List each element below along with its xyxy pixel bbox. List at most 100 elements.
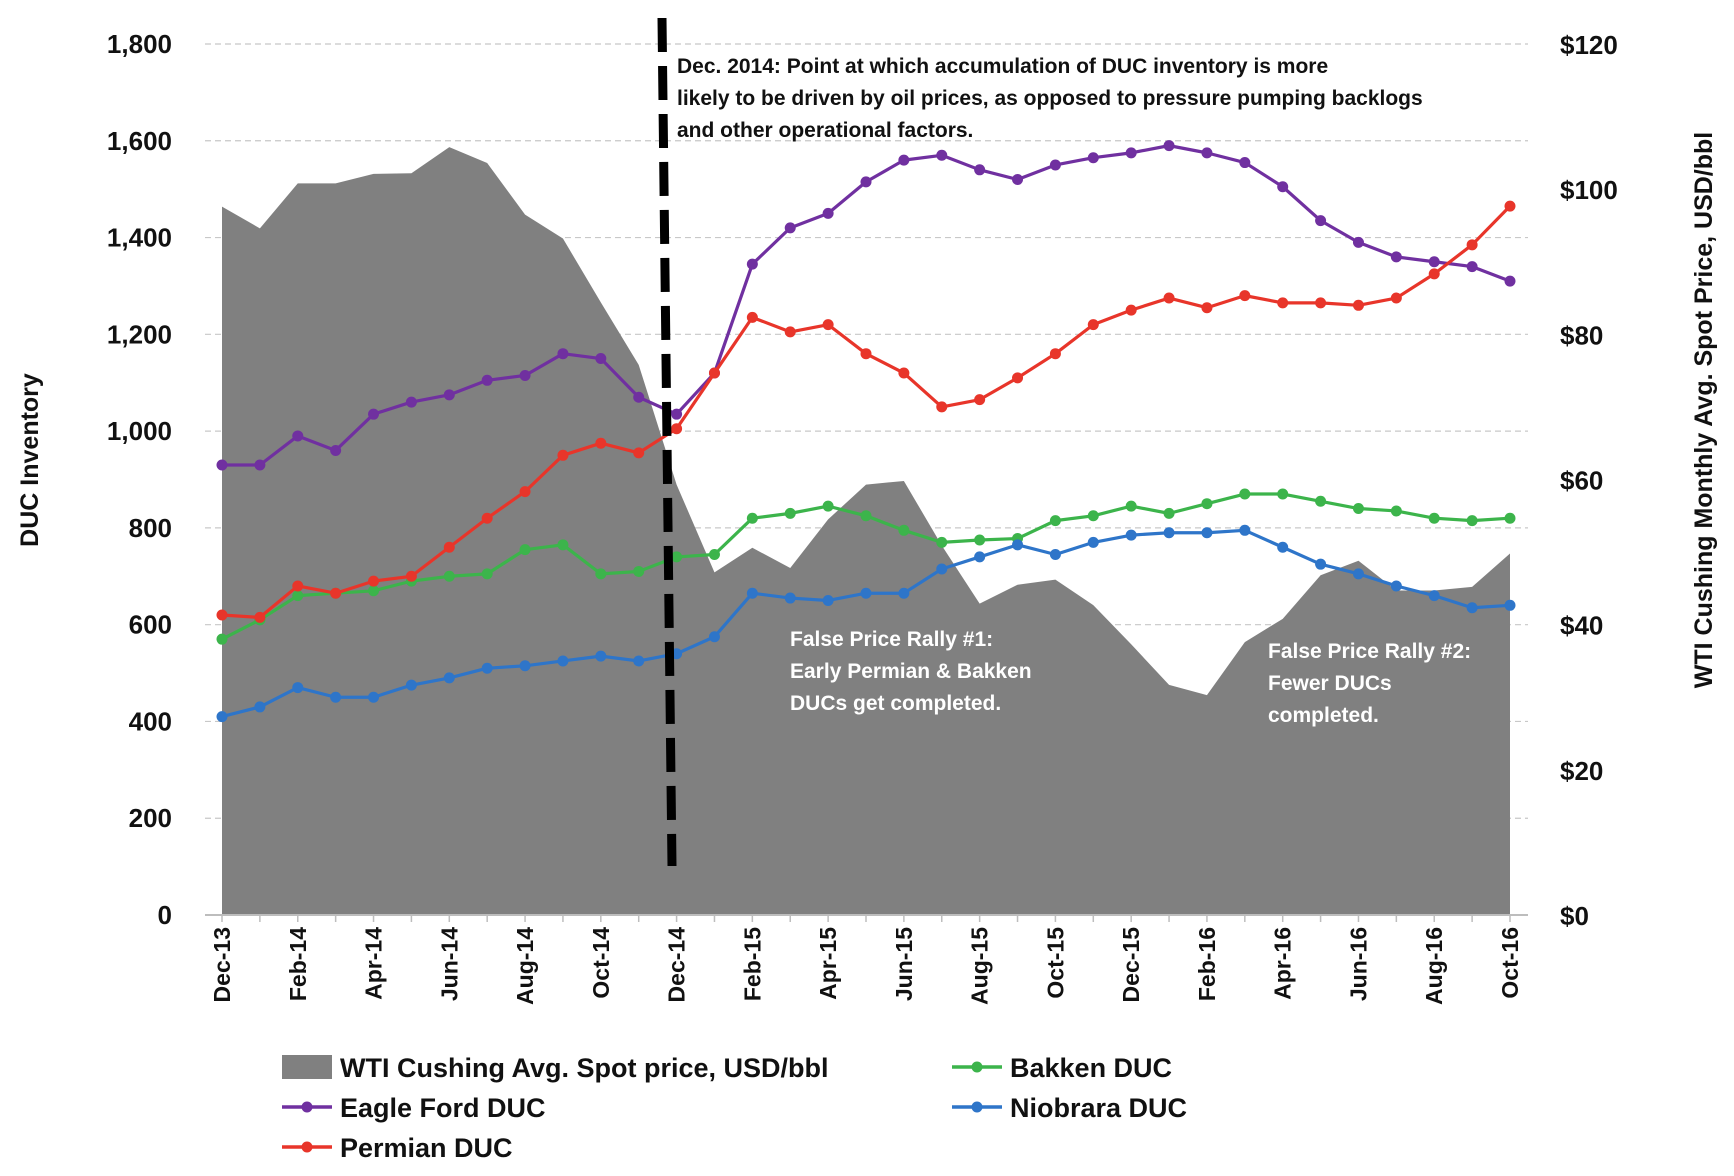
- bakken-duc-point: [1315, 495, 1327, 507]
- annotation-dec2014: Dec. 2014: Point at which accumulation o…: [677, 55, 1423, 142]
- bakken-duc-point: [1277, 488, 1289, 500]
- bakken-duc-point: [860, 510, 872, 522]
- niobrara-duc-point: [1012, 539, 1024, 551]
- niobrara-duc-point: [216, 711, 228, 723]
- bakken-duc-point: [1163, 507, 1175, 519]
- annotation-line: Fewer DUCs: [1268, 672, 1392, 695]
- axes: 0 200 400 600 800 1,000 1,200 1,400 1,600 1,800 $0…: [107, 29, 1618, 1005]
- permian-duc-point: [784, 326, 796, 338]
- niobrara-duc-point: [1163, 527, 1175, 539]
- x-tick-label: Jun-16: [1345, 927, 1371, 1001]
- eagle-ford-duc-point: [974, 164, 986, 176]
- x-tick-label: Aug-16: [1421, 927, 1447, 1005]
- eagle-ford-duc-point: [1277, 181, 1289, 193]
- permian-duc-point: [822, 319, 834, 331]
- bakken-duc-point: [1352, 503, 1364, 515]
- bakken-duc-point: [519, 544, 531, 556]
- niobrara-duc-point: [1504, 599, 1516, 611]
- eagle-ford-duc-point: [254, 459, 266, 471]
- niobrara-duc-point: [595, 650, 607, 662]
- permian-duc-point: [254, 611, 266, 623]
- niobrara-duc-point: [1239, 524, 1251, 536]
- permian-duc-point: [1201, 302, 1213, 314]
- bakken-duc-point: [1239, 488, 1251, 500]
- eagle-ford-duc-point: [671, 408, 683, 420]
- permian-duc-point: [481, 512, 493, 524]
- niobrara-duc-point: [746, 587, 758, 599]
- bakken-duc-point: [1201, 498, 1213, 510]
- permian-duc-point: [974, 394, 986, 406]
- eagle-ford-duc-point: [898, 154, 910, 166]
- permian-duc-point: [519, 486, 531, 498]
- annotation-line: completed.: [1268, 704, 1379, 727]
- legend-swatch: [282, 1055, 332, 1079]
- eagle-ford-duc-point: [860, 176, 872, 188]
- bakken-duc-point: [1125, 500, 1137, 512]
- permian-duc-point: [1277, 297, 1289, 309]
- legend-label: Eagle Ford DUC: [340, 1093, 546, 1123]
- bakken-duc-point: [557, 539, 569, 551]
- y-tick-label: 1,600: [107, 126, 172, 156]
- niobrara-duc-point: [784, 592, 796, 604]
- annotation-line: Early Permian & Bakken: [790, 660, 1032, 683]
- eagle-ford-duc-point: [481, 374, 493, 386]
- legend-item-bakken-duc: Bakken DUC: [952, 1053, 1172, 1083]
- bakken-duc-point: [595, 568, 607, 580]
- eagle-ford-duc-point: [1049, 159, 1061, 171]
- bakken-duc-point: [784, 507, 796, 519]
- annotations: Dec. 2014: Point at which accumulation o…: [657, 17, 1471, 867]
- eagle-ford-duc-point: [1390, 251, 1402, 263]
- annotation-line: Dec. 2014: Point at which accumulation o…: [677, 55, 1328, 78]
- x-tick-label: Jun-14: [436, 927, 462, 1001]
- permian-duc-point: [1012, 372, 1024, 384]
- y-axis-title: DUC Inventory: [16, 373, 44, 547]
- y2-tick-label: $60: [1560, 466, 1603, 496]
- legend-label: WTI Cushing Avg. Spot price, USD/bbl: [340, 1053, 829, 1083]
- permian-duc-point: [1239, 290, 1251, 302]
- legend: WTI Cushing Avg. Spot price, USD/bbl Bakk…: [282, 1053, 1187, 1163]
- bakken-duc-point: [1049, 515, 1061, 527]
- permian-duc-point: [1163, 292, 1175, 304]
- x-tick-label: Apr-16: [1270, 927, 1296, 1000]
- eagle-ford-duc-point: [1087, 152, 1099, 164]
- y2-tick-label: $120: [1560, 30, 1618, 60]
- niobrara-duc-point: [1201, 527, 1213, 539]
- legend-marker: [971, 1061, 983, 1073]
- eagle-ford-duc-point: [1504, 275, 1516, 287]
- niobrara-duc-point: [1125, 529, 1137, 541]
- x-tick-label: Feb-14: [285, 927, 311, 1001]
- y2-axis-title: WTI Cushing Monthly Avg. Spot Price, USD…: [1690, 132, 1718, 688]
- permian-duc-point: [1125, 304, 1137, 316]
- permian-duc-point: [860, 348, 872, 360]
- x-tick-label: Feb-16: [1194, 927, 1220, 1001]
- annotation-line: DUCs get completed.: [790, 692, 1001, 715]
- permian-duc-point: [330, 587, 342, 599]
- permian-duc-point: [1466, 239, 1478, 251]
- bakken-duc-point: [481, 568, 493, 580]
- niobrara-duc-point: [708, 631, 720, 643]
- y-tick-label: 1,000: [107, 416, 172, 446]
- niobrara-duc-point: [254, 701, 266, 713]
- legend-label: Niobrara DUC: [1010, 1093, 1187, 1123]
- y-tick-label: 800: [129, 513, 172, 543]
- eagle-ford-duc-point: [1163, 140, 1175, 152]
- permian-duc-point: [443, 541, 455, 553]
- bakken-duc-point: [974, 534, 986, 546]
- y-tick-label: 0: [158, 900, 172, 930]
- permian-duc-point: [1315, 297, 1327, 309]
- permian-duc-point: [708, 367, 720, 379]
- bakken-duc-point: [1466, 515, 1478, 527]
- permian-duc-point: [1352, 299, 1364, 311]
- eagle-ford-duc-point: [1012, 173, 1024, 185]
- y2-tick-label: $40: [1560, 611, 1603, 641]
- eagle-ford-duc-point: [1201, 147, 1213, 159]
- bakken-duc-point: [368, 585, 380, 597]
- niobrara-duc-point: [405, 679, 417, 691]
- duc-series: [216, 140, 1516, 723]
- permian-duc-point: [1087, 319, 1099, 331]
- legend-marker: [971, 1101, 983, 1113]
- annotation-line: False Price Rally #1:: [790, 628, 993, 651]
- eagle-ford-duc-point: [405, 396, 417, 408]
- bakken-duc-point: [1390, 505, 1402, 517]
- eagle-ford-duc-point: [1125, 147, 1137, 159]
